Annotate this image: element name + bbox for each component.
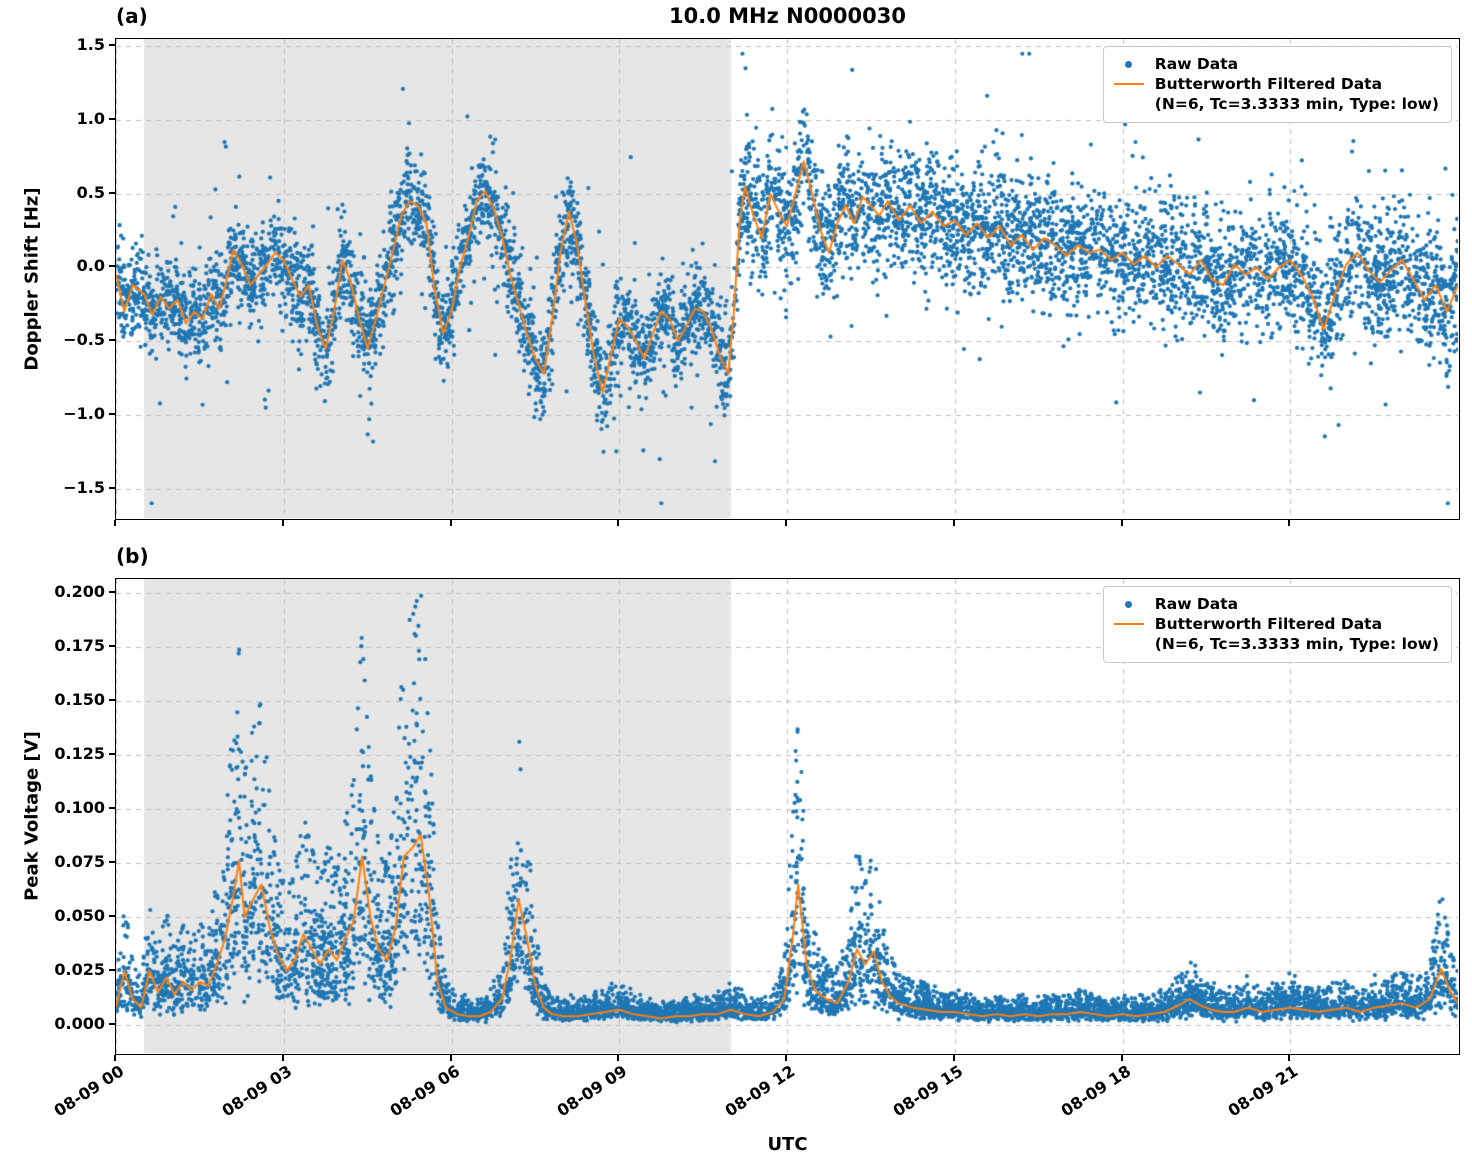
raw-data-dot-icon xyxy=(1112,54,1146,74)
x-tick-mark xyxy=(281,1055,284,1061)
y-tick-mark xyxy=(109,118,115,121)
y-tick-label: 0.125 xyxy=(54,743,105,763)
legend-raw-row: Raw Data xyxy=(1112,54,1439,74)
legend-filtered-sublabel: (N=6, Tc=3.3333 min, Type: low) xyxy=(1154,635,1439,654)
y-tick-label: −1.0 xyxy=(63,403,105,423)
x-tick-mark xyxy=(1288,520,1291,526)
x-tick-mark xyxy=(952,1055,955,1061)
legend-filtered-sublabel: (N=6, Tc=3.3333 min, Type: low) xyxy=(1154,95,1439,114)
x-tick-label: 08-09 03 xyxy=(218,1061,296,1121)
filtered-line-icon xyxy=(1112,614,1146,634)
x-tick-label: 08-09 12 xyxy=(721,1061,799,1121)
y-tick-label: 1.5 xyxy=(76,35,105,55)
y-tick-mark xyxy=(109,752,115,755)
y-tick-label: 0.175 xyxy=(54,636,105,656)
y-tick-label: 0.025 xyxy=(54,959,105,979)
chart-title: 10.0 MHz N0000030 xyxy=(669,4,906,28)
y-tick-mark xyxy=(109,412,115,415)
y-tick-label: 0.075 xyxy=(54,851,105,871)
x-tick-mark xyxy=(1120,520,1123,526)
y-tick-label: 0.200 xyxy=(54,582,105,602)
y-tick-mark xyxy=(109,645,115,648)
y-tick-mark xyxy=(109,486,115,489)
y-tick-label: −1.5 xyxy=(63,477,105,497)
y-tick-mark xyxy=(109,591,115,594)
x-tick-mark xyxy=(952,520,955,526)
y-tick-mark xyxy=(109,265,115,268)
panel-a-plot: Raw Data Butterworth Filtered Data (N=6,… xyxy=(115,38,1460,520)
panel-a-legend: Raw Data Butterworth Filtered Data (N=6,… xyxy=(1102,46,1452,124)
x-tick-label: 08-09 06 xyxy=(386,1061,463,1121)
x-tick-mark xyxy=(617,1055,620,1061)
y-tick-label: 0.5 xyxy=(76,182,105,202)
x-tick-mark xyxy=(114,1055,116,1061)
y-tick-mark xyxy=(109,806,115,809)
x-tick-label: 08-09 00 xyxy=(50,1061,128,1121)
y-tick-mark xyxy=(109,968,115,971)
x-tick-label: 08-09 18 xyxy=(1057,1061,1134,1121)
panel-b-tag: (b) xyxy=(116,544,149,568)
legend-filtered-label: Butterworth Filtered Data xyxy=(1154,75,1383,94)
y-tick-mark xyxy=(109,860,115,863)
x-tick-mark xyxy=(114,520,116,526)
panel-b-legend: Raw Data Butterworth Filtered Data (N=6,… xyxy=(1102,586,1452,664)
y-tick-label: 1.0 xyxy=(76,109,105,129)
filtered-line-icon xyxy=(1112,74,1146,94)
y-tick-mark xyxy=(109,339,115,342)
y-tick-mark xyxy=(109,699,115,701)
x-tick-mark xyxy=(1120,1055,1123,1061)
y-tick-label: 0.150 xyxy=(54,690,105,709)
legend-raw-label: Raw Data xyxy=(1154,595,1239,613)
y-tick-mark xyxy=(109,44,115,47)
x-tick-mark xyxy=(785,520,787,526)
x-tick-mark xyxy=(449,1055,452,1061)
y-tick-label: −0.5 xyxy=(63,330,105,350)
panel-b-plot: Raw Data Butterworth Filtered Data (N=6,… xyxy=(115,578,1460,1055)
x-axis-label: UTC xyxy=(767,1134,808,1155)
x-tick-label: 08-09 21 xyxy=(1224,1061,1302,1121)
x-tick-mark xyxy=(617,520,620,526)
x-tick-mark xyxy=(785,1055,787,1061)
x-tick-mark xyxy=(449,520,452,526)
y-tick-label: 0.0 xyxy=(76,256,105,276)
y-tick-mark xyxy=(109,191,115,194)
y-tick-label: 0.000 xyxy=(54,1013,105,1033)
y-tick-mark xyxy=(109,914,115,917)
y-tick-mark xyxy=(109,1022,115,1025)
legend-raw-row: Raw Data xyxy=(1112,594,1439,614)
legend-filtered-row: Butterworth Filtered Data (N=6, Tc=3.333… xyxy=(1112,614,1439,654)
panel-a-tag: (a) xyxy=(116,4,148,28)
x-tick-mark xyxy=(1288,1055,1291,1061)
legend-raw-label: Raw Data xyxy=(1154,55,1239,73)
y-tick-label: 0.050 xyxy=(54,905,105,925)
raw-data-dot-icon xyxy=(1112,594,1146,614)
legend-filtered-label: Butterworth Filtered Data xyxy=(1154,615,1383,634)
x-tick-label: 08-09 09 xyxy=(553,1061,631,1121)
y-tick-label: 0.100 xyxy=(54,797,105,817)
x-tick-label: 08-09 15 xyxy=(889,1061,967,1121)
x-tick-mark xyxy=(281,520,284,526)
legend-filtered-row: Butterworth Filtered Data (N=6, Tc=3.333… xyxy=(1112,74,1439,114)
